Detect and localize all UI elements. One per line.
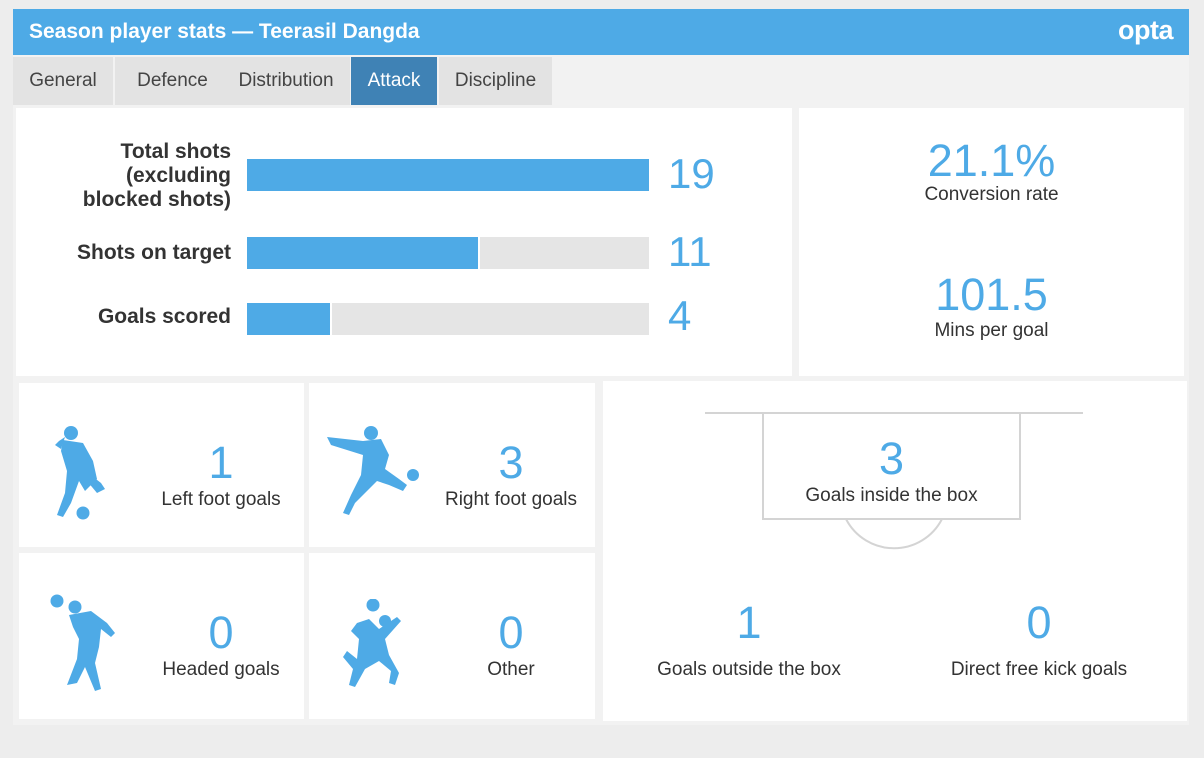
inside-box-value: 3: [878, 433, 905, 484]
stats-widget: Season player stats — Teerasil Dangda op…: [13, 9, 1189, 725]
conversion-rate-value: 21.1%: [927, 135, 1056, 186]
goal-location-panel: 3 Goals inside the box 1 Goals outside t…: [603, 381, 1187, 721]
headed-card: 0 Headed goals: [19, 553, 304, 719]
other-goals-label: Other: [487, 659, 535, 680]
goals-scored-value: 4: [668, 292, 692, 339]
shots-on-target-bar: [247, 237, 649, 269]
right-foot-card: 3 Right foot goals: [309, 383, 595, 547]
shots-panel: Total shots (excluding blocked shots) 19…: [16, 108, 792, 376]
tab-defence[interactable]: Defence: [115, 57, 230, 105]
rates-panel: 21.1% Conversion rate 101.5 Mins per goa…: [799, 108, 1184, 376]
headed-goals-value: 0: [208, 607, 234, 658]
chest-control-player-icon: [339, 599, 409, 691]
free-kick-label: Direct free kick goals: [950, 659, 1128, 680]
tab-general[interactable]: General: [13, 57, 113, 105]
mins-per-goal-value: 101.5: [935, 269, 1048, 320]
shots-total-bar-fill: [247, 159, 649, 191]
tab-attack[interactable]: Attack: [351, 57, 437, 105]
goals-scored-label: Goals scored: [97, 305, 231, 328]
goals-scored-bar-fill: [247, 303, 332, 335]
widget-title: Season player stats — Teerasil Dangda: [29, 20, 420, 43]
left-foot-player-icon: [49, 421, 119, 521]
left-foot-card: 1 Left foot goals: [19, 383, 304, 547]
right-foot-goals-label: Right foot goals: [444, 489, 578, 510]
shots-total-label: Total shots (excluding blocked shots): [82, 140, 231, 211]
inside-box-label: Goals inside the box: [805, 485, 978, 506]
shots-total-value: 19: [668, 150, 715, 197]
shots-on-target-label: Shots on target: [76, 241, 231, 264]
left-foot-goals-value: 1: [208, 437, 234, 488]
shots-total-bar: [247, 159, 649, 191]
widget-header: Season player stats — Teerasil Dangda op…: [13, 9, 1189, 55]
header-player-icon: [47, 593, 127, 693]
mins-per-goal-label: Mins per goal: [934, 320, 1049, 341]
other-goals-value: 0: [498, 607, 524, 658]
shots-on-target-bar-fill: [247, 237, 480, 269]
tab-discipline[interactable]: Discipline: [439, 57, 552, 105]
left-foot-goals-label: Left foot goals: [161, 489, 281, 510]
other-card: 0 Other: [309, 553, 595, 719]
outside-box-value: 1: [736, 597, 762, 648]
free-kick-value: 0: [1026, 597, 1052, 648]
right-foot-player-icon: [325, 425, 425, 520]
right-foot-goals-value: 3: [498, 437, 524, 488]
penalty-box-graphic: [603, 381, 1187, 586]
tab-distribution[interactable]: Distribution: [222, 57, 350, 105]
headed-goals-label: Headed goals: [162, 659, 280, 680]
outside-box-label: Goals outside the box: [657, 659, 841, 680]
opta-logo: opta: [1118, 15, 1174, 45]
shots-on-target-value: 11: [668, 228, 712, 275]
conversion-rate-label: Conversion rate: [924, 184, 1059, 205]
goals-scored-bar: [247, 303, 649, 335]
